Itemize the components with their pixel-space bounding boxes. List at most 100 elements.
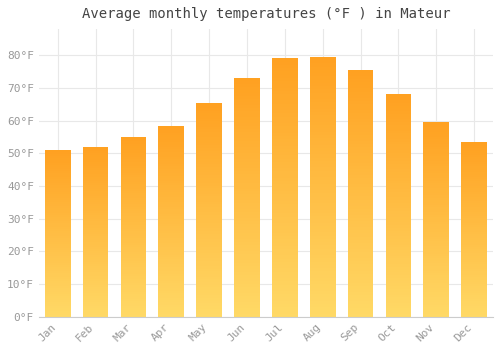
Bar — [462, 308, 487, 310]
Bar — [424, 232, 449, 234]
Bar — [120, 209, 146, 211]
Bar — [424, 268, 449, 271]
Bar — [158, 274, 184, 276]
Bar — [462, 229, 487, 231]
Bar — [462, 208, 487, 210]
Bar — [348, 286, 374, 289]
Bar — [310, 184, 336, 187]
Bar — [196, 250, 222, 253]
Bar — [120, 240, 146, 243]
Bar — [45, 271, 70, 273]
Bar — [348, 221, 374, 224]
Bar — [158, 276, 184, 279]
Bar — [234, 123, 260, 126]
Bar — [158, 314, 184, 317]
Bar — [45, 252, 70, 254]
Bar — [45, 192, 70, 194]
Bar — [272, 249, 297, 252]
Bar — [158, 298, 184, 300]
Bar — [120, 306, 146, 308]
Bar — [348, 104, 374, 107]
Bar — [348, 298, 374, 301]
Bar — [386, 183, 411, 186]
Bar — [234, 129, 260, 132]
Bar — [120, 182, 146, 184]
Bar — [82, 298, 108, 300]
Bar — [348, 181, 374, 184]
Bar — [272, 100, 297, 104]
Bar — [386, 245, 411, 247]
Bar — [386, 314, 411, 317]
Bar — [234, 296, 260, 299]
Bar — [45, 233, 70, 236]
Bar — [45, 290, 70, 292]
Bar — [45, 265, 70, 267]
Bar — [196, 212, 222, 215]
Bar — [424, 134, 449, 137]
Bar — [158, 193, 184, 195]
Bar — [310, 177, 336, 180]
Bar — [424, 173, 449, 176]
Bar — [310, 164, 336, 167]
Bar — [196, 156, 222, 159]
Bar — [310, 284, 336, 288]
Bar — [82, 293, 108, 295]
Bar — [196, 105, 222, 108]
Bar — [386, 167, 411, 169]
Bar — [120, 173, 146, 175]
Bar — [158, 161, 184, 164]
Bar — [158, 293, 184, 295]
Bar — [45, 256, 70, 258]
Bar — [158, 245, 184, 247]
Bar — [386, 247, 411, 250]
Bar — [234, 212, 260, 215]
Bar — [158, 145, 184, 147]
Bar — [120, 249, 146, 252]
Bar — [348, 70, 374, 73]
Bar — [82, 221, 108, 223]
Bar — [310, 154, 336, 158]
Bar — [462, 253, 487, 256]
Bar — [45, 204, 70, 206]
Bar — [348, 107, 374, 110]
Bar — [158, 138, 184, 140]
Bar — [45, 250, 70, 252]
Bar — [386, 178, 411, 181]
Bar — [348, 274, 374, 277]
Bar — [234, 284, 260, 287]
Bar — [386, 270, 411, 272]
Bar — [386, 94, 411, 97]
Bar — [310, 206, 336, 210]
Bar — [424, 127, 449, 130]
Bar — [272, 259, 297, 262]
Bar — [196, 231, 222, 234]
Bar — [386, 272, 411, 275]
Bar — [120, 301, 146, 303]
Bar — [45, 300, 70, 302]
Bar — [310, 128, 336, 132]
Bar — [348, 218, 374, 221]
Bar — [82, 304, 108, 306]
Bar — [462, 264, 487, 266]
Bar — [462, 275, 487, 278]
Bar — [348, 101, 374, 104]
Bar — [462, 313, 487, 315]
Bar — [196, 239, 222, 242]
Bar — [158, 133, 184, 135]
Bar — [424, 125, 449, 127]
Bar — [424, 278, 449, 280]
Bar — [120, 166, 146, 168]
Bar — [120, 310, 146, 312]
Bar — [234, 263, 260, 266]
Bar — [272, 278, 297, 281]
Bar — [424, 188, 449, 190]
Bar — [196, 167, 222, 169]
Bar — [462, 240, 487, 243]
Bar — [386, 108, 411, 111]
Bar — [424, 161, 449, 163]
Bar — [272, 84, 297, 88]
Bar — [234, 305, 260, 308]
Bar — [196, 279, 222, 282]
Bar — [196, 215, 222, 218]
Bar — [348, 212, 374, 215]
